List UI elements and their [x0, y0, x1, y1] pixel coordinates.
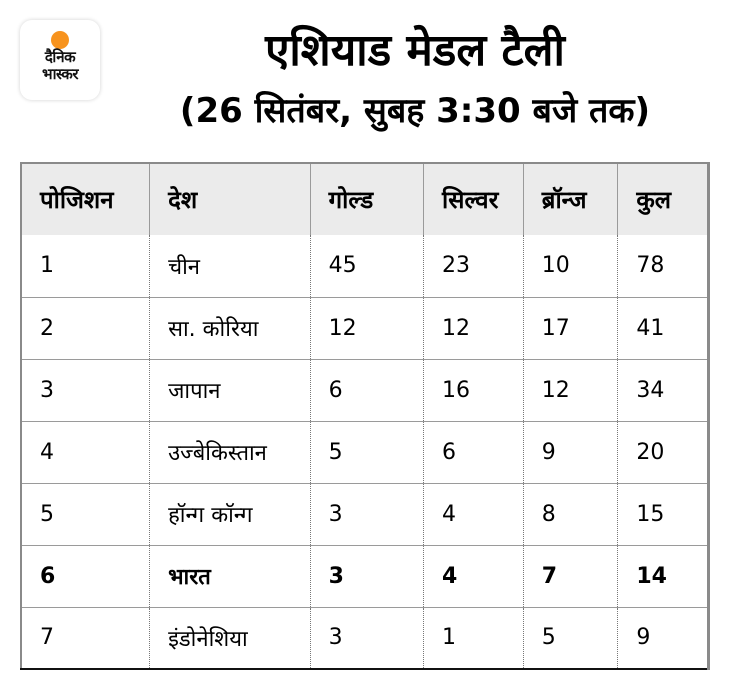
sun-icon [51, 31, 69, 49]
cell-total: 15 [617, 482, 709, 545]
cell-bronze: 9 [522, 420, 618, 483]
cell-silver: 4 [423, 544, 524, 607]
cell-silver: 1 [423, 606, 524, 669]
cell-bronze: 7 [522, 544, 618, 607]
page-subtitle: (26 सितंबर, सुबह 3:30 बजे तक) [179, 91, 651, 131]
cell-country: इंडोनेशिया [149, 606, 311, 669]
cell-gold: 3 [309, 544, 424, 607]
cell-silver: 16 [423, 358, 524, 421]
page-title: एशियाड मेडल टैली [265, 25, 565, 76]
cell-position: 6 [21, 544, 150, 607]
dainik-bhaskar-logo: दैनिक भास्कर [20, 20, 100, 100]
cell-bronze: 12 [522, 358, 618, 421]
cell-position: 3 [21, 358, 150, 421]
cell-bronze: 17 [522, 296, 618, 359]
cell-total: 14 [617, 544, 709, 607]
cell-country: चीन [149, 235, 311, 297]
cell-total: 78 [617, 235, 709, 297]
column-header-silver: सिल्वर [423, 163, 524, 235]
cell-total: 20 [617, 420, 709, 483]
cell-country: जापान [149, 358, 311, 421]
cell-bronze: 8 [522, 482, 618, 545]
cell-country: सा. कोरिया [149, 296, 311, 359]
table-row: 7 इंडोनेशिया 3 1 5 9 [21, 606, 709, 669]
cell-silver: 4 [423, 482, 524, 545]
cell-bronze: 5 [522, 606, 618, 669]
cell-gold: 3 [309, 482, 424, 545]
column-header-country: देश [149, 163, 311, 235]
cell-bronze: 10 [522, 235, 618, 297]
table-row: 3 जापान 6 16 12 34 [21, 358, 709, 421]
table-row: 5 हॉन्ग कॉन्ग 3 4 8 15 [21, 482, 709, 545]
cell-gold: 6 [309, 358, 424, 421]
table-row: 4 उज्बेकिस्तान 5 6 9 20 [21, 420, 709, 483]
cell-gold: 12 [309, 296, 424, 359]
table-row: 2 सा. कोरिया 12 12 17 41 [21, 296, 709, 359]
cell-silver: 12 [423, 296, 524, 359]
cell-country: हॉन्ग कॉन्ग [149, 482, 311, 545]
column-header-bronze: ब्रॉन्ज [522, 163, 618, 235]
cell-position: 4 [21, 420, 150, 483]
cell-position: 7 [21, 606, 150, 669]
cell-silver: 6 [423, 420, 524, 483]
cell-total: 41 [617, 296, 709, 359]
cell-total: 34 [617, 358, 709, 421]
cell-gold: 5 [309, 420, 424, 483]
logo-line-1: दैनिक [44, 48, 76, 66]
cell-gold: 3 [309, 606, 424, 669]
cell-country: उज्बेकिस्तान [149, 420, 311, 483]
column-header-position: पोजिशन [21, 163, 150, 235]
cell-position: 2 [21, 296, 150, 359]
column-header-gold: गोल्ड [309, 163, 424, 235]
table-header-row: पोजिशन देश गोल्ड सिल्वर ब्रॉन्ज कुल [21, 163, 709, 235]
cell-gold: 45 [309, 235, 424, 297]
cell-total: 9 [617, 606, 709, 669]
logo-line-2: भास्कर [42, 65, 78, 83]
table-row: 1 चीन 45 23 10 78 [21, 235, 709, 297]
cell-silver: 23 [423, 235, 524, 297]
cell-position: 1 [40, 253, 54, 279]
cell-country: भारत [149, 544, 311, 607]
cell-position: 5 [21, 482, 150, 545]
medal-tally-table: पोजिशन देश गोल्ड सिल्वर ब्रॉन्ज कुल 1 ची… [20, 162, 710, 670]
table-row-highlighted-india: 6 भारत 3 4 7 14 [21, 544, 709, 607]
column-header-total: कुल [617, 163, 709, 235]
